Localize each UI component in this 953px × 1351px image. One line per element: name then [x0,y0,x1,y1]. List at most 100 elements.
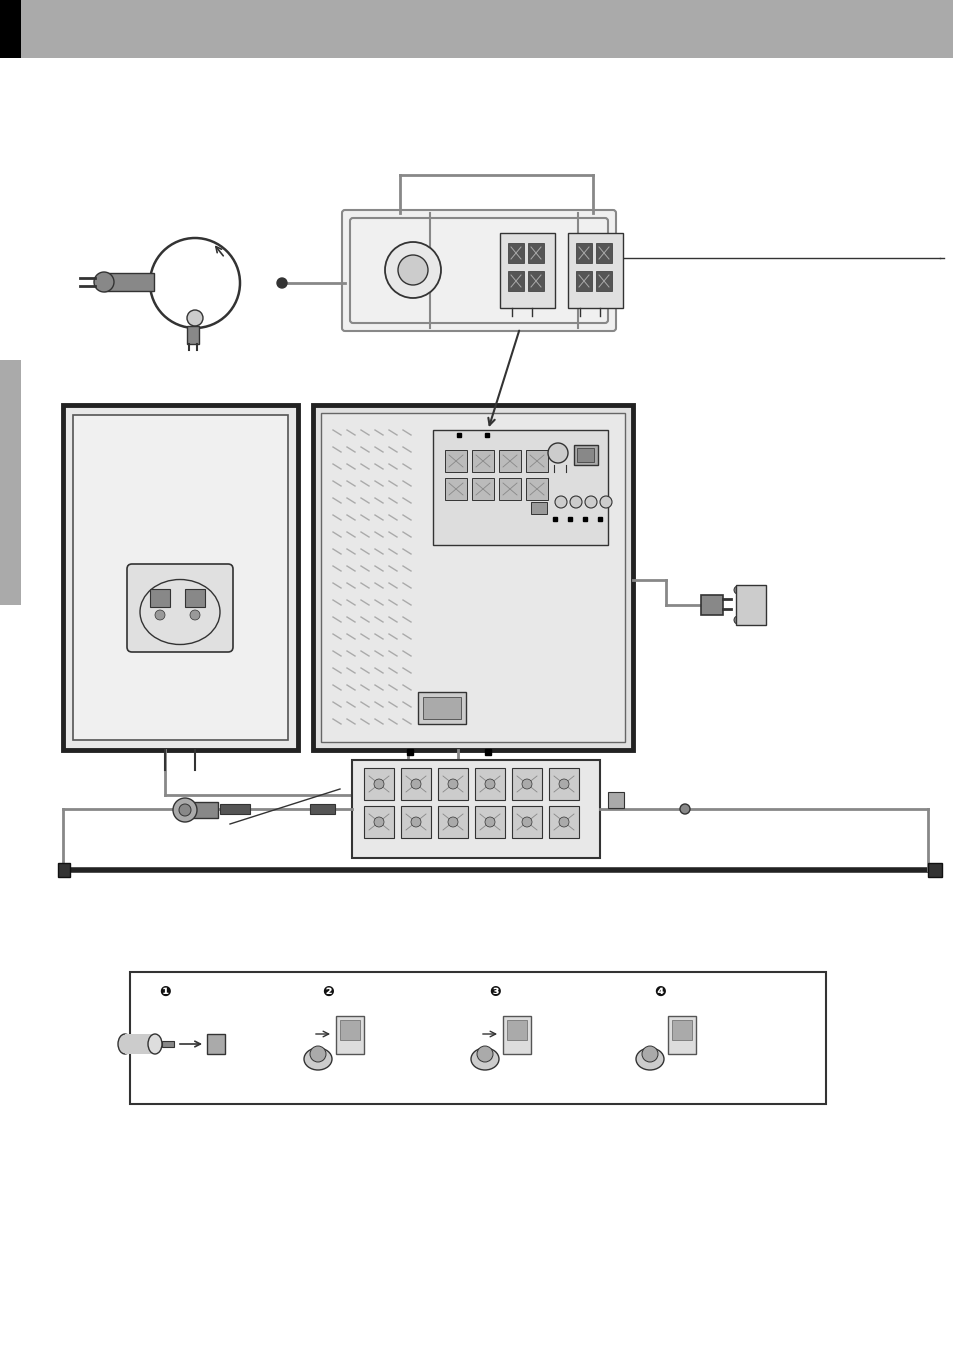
Bar [104,273,153,290]
Bar [335,1016,364,1054]
Bar [700,594,722,615]
Bar [548,767,578,800]
Circle shape [154,611,165,620]
Bar [499,232,555,308]
Bar [527,243,543,263]
Bar [512,807,541,838]
Circle shape [641,1046,658,1062]
Bar [125,1034,154,1054]
Circle shape [179,804,191,816]
Text: ❷: ❷ [322,985,334,998]
FancyBboxPatch shape [341,209,616,331]
Bar [927,863,941,877]
Polygon shape [735,585,765,626]
Circle shape [374,780,384,789]
Circle shape [584,496,597,508]
Bar [400,767,431,800]
Bar [932,0,953,58]
Circle shape [190,804,200,815]
Circle shape [448,817,457,827]
Text: ❸: ❸ [489,985,500,998]
Circle shape [411,780,420,789]
Circle shape [558,780,568,789]
Bar [437,767,468,800]
Circle shape [276,278,287,288]
Bar [162,1042,173,1047]
Ellipse shape [471,1048,498,1070]
Bar [527,272,543,290]
Bar [130,971,825,1104]
Bar [320,413,624,742]
Bar [475,767,504,800]
Bar [310,804,335,815]
Circle shape [374,817,384,827]
Bar [190,802,218,817]
Bar [220,804,250,815]
Bar [58,863,70,877]
Bar [472,450,494,471]
Bar [150,589,170,607]
Ellipse shape [636,1048,663,1070]
Bar [0,0,953,58]
Circle shape [476,1046,493,1062]
Text: ❹: ❹ [654,985,665,998]
Circle shape [94,272,113,292]
Bar [567,232,622,308]
Bar [576,243,592,263]
Circle shape [310,1046,326,1062]
Bar [502,1016,531,1054]
Bar [417,692,465,724]
Bar [63,405,297,750]
Bar [187,326,199,345]
Bar [207,1034,225,1054]
Circle shape [397,255,428,285]
Bar [185,589,205,607]
Bar [507,272,523,290]
Bar [596,272,612,290]
Circle shape [484,817,495,827]
Circle shape [558,817,568,827]
Circle shape [448,780,457,789]
Ellipse shape [118,1034,132,1054]
Bar [667,1016,696,1054]
Bar [400,807,431,838]
Bar [525,478,547,500]
Bar [574,444,598,465]
Bar [0,0,21,58]
Bar [433,430,607,544]
Bar [73,415,288,740]
Circle shape [172,798,196,821]
Bar [507,243,523,263]
Circle shape [733,616,741,624]
Circle shape [555,496,566,508]
Circle shape [599,496,612,508]
Circle shape [187,309,203,326]
Bar [364,807,394,838]
Circle shape [385,242,440,299]
Text: ❶: ❶ [159,985,171,998]
Circle shape [190,611,200,620]
Bar [352,761,599,858]
Bar [577,449,594,462]
Bar [422,697,460,719]
Bar [437,807,468,838]
Bar [498,478,520,500]
Bar [339,1020,359,1040]
FancyBboxPatch shape [127,563,233,653]
Ellipse shape [304,1048,332,1070]
Bar [512,767,541,800]
Bar [576,272,592,290]
Circle shape [733,586,741,594]
Circle shape [679,804,689,815]
Bar [313,405,633,750]
Bar [444,478,467,500]
Circle shape [411,817,420,827]
Bar [498,450,520,471]
Bar [472,478,494,500]
Bar [671,1020,691,1040]
Circle shape [569,496,581,508]
Bar [596,243,612,263]
Bar [364,767,394,800]
Circle shape [521,780,532,789]
Ellipse shape [148,1034,162,1054]
